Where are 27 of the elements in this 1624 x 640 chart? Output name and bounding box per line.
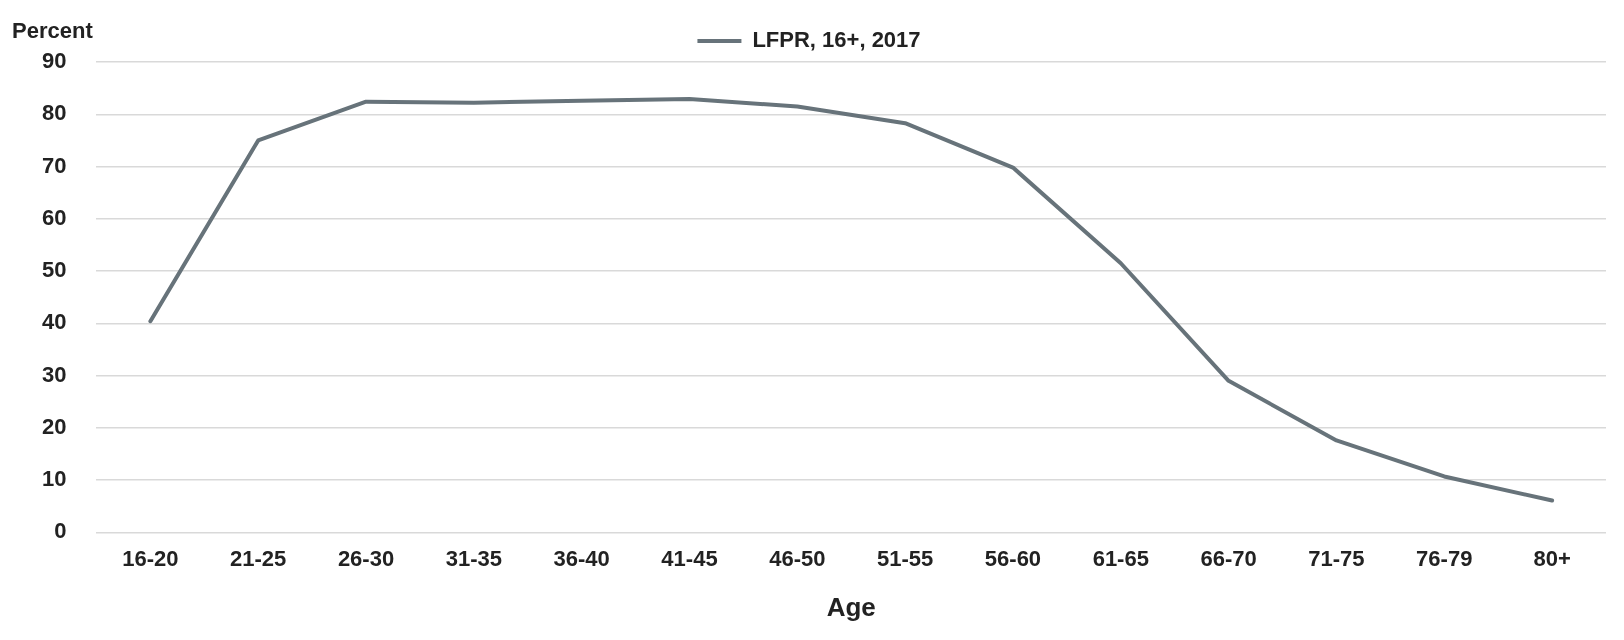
x-tick-label: 56-60 — [984, 545, 1042, 571]
x-tick-label: 80+ — [1533, 545, 1571, 571]
y-tick-label: 10 — [41, 466, 67, 492]
x-tick-label: 61-65 — [1092, 545, 1149, 571]
x-tick-label: 71-75 — [1308, 545, 1365, 571]
x-tick-label: 36-40 — [553, 545, 610, 571]
y-tick-label: 50 — [41, 257, 67, 283]
x-tick-label: 76-79 — [1416, 545, 1473, 571]
x-tick-label: 51-55 — [877, 545, 934, 571]
y-tick-label: 90 — [41, 48, 67, 74]
x-tick-label: 16-20 — [122, 545, 179, 571]
y-tick-label: 80 — [41, 100, 67, 126]
x-tick-label: 31-35 — [445, 545, 502, 571]
y-tick-label: 0 — [54, 518, 67, 544]
legend-label: LFPR, 16+, 2017 — [752, 27, 921, 53]
y-axis-title: Percent — [12, 18, 94, 44]
x-tick-label: 21-25 — [230, 545, 287, 571]
y-tick-label: 60 — [41, 204, 67, 230]
x-tick-label: 41-45 — [661, 545, 718, 571]
x-tick-label: 46-50 — [769, 545, 826, 571]
x-tick-label: 26-30 — [337, 545, 395, 571]
y-tick-label: 30 — [41, 361, 67, 387]
y-tick-label: 70 — [41, 152, 67, 178]
y-tick-label: 20 — [41, 413, 67, 439]
x-tick-label: 66-70 — [1200, 545, 1257, 571]
x-axis-title: Age — [826, 591, 876, 622]
y-tick-label: 40 — [41, 309, 67, 335]
